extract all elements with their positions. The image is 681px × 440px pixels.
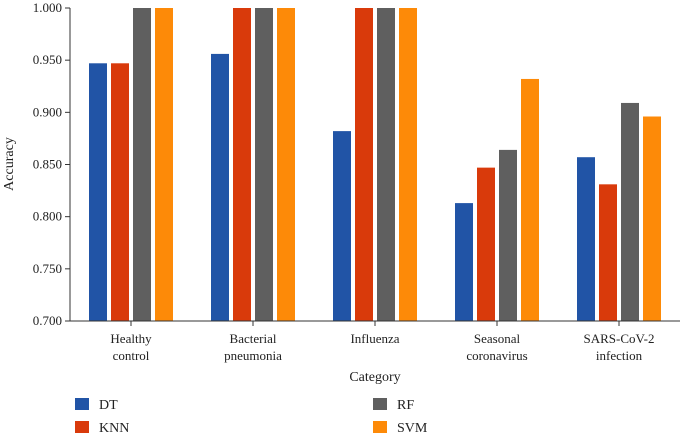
bar-knn [355, 8, 373, 321]
bar-svm [521, 78, 539, 322]
legend-label-knn: KNN [99, 421, 129, 436]
y-tick-label: 0.750 [33, 261, 62, 276]
legend: DT KNN RF SVM [75, 398, 428, 436]
x-tick-label-line: pneumonia [224, 348, 282, 363]
x-tick-label: Seasonal coronavirus [466, 331, 527, 363]
y-ticks: 0.700 0.750 0.800 0.850 0.900 0.950 1.000 [33, 0, 70, 328]
bar-knn [477, 167, 495, 321]
x-tick-label-line: Seasonal [474, 331, 521, 346]
y-tick-label: 0.850 [33, 157, 62, 172]
y-tick-label: 0.950 [33, 52, 62, 67]
bars [89, 8, 661, 322]
y-tick-label: 1.000 [33, 0, 62, 15]
bar-rf [499, 149, 517, 321]
bar-rf [133, 8, 151, 321]
bar-svm [643, 116, 661, 321]
x-tick-label: Bacterial pneumonia [224, 331, 282, 363]
bar-dt [89, 63, 107, 322]
y-axis-title: Accuracy [2, 137, 17, 191]
x-tick-label-line: SARS-CoV-2 [583, 331, 654, 346]
bar-svm [155, 8, 173, 321]
x-tick-label: Healthy control [110, 331, 152, 363]
x-ticks: Healthy control Bacterial pneumonia Influenz… [110, 321, 655, 363]
bar-svm [277, 8, 295, 321]
bar-knn [111, 63, 129, 322]
y-tick-label: 0.700 [33, 313, 62, 328]
legend-swatch-dt [75, 398, 89, 410]
x-tick-label-line: control [113, 348, 150, 363]
legend-label-svm: SVM [397, 421, 428, 436]
x-tick-label-line: Influenza [350, 331, 399, 346]
legend-label-rf: RF [397, 398, 414, 413]
bar-rf [377, 8, 395, 321]
y-tick-label: 0.800 [33, 209, 62, 224]
x-tick-label-line: coronavirus [466, 348, 527, 363]
legend-swatch-rf [373, 398, 387, 410]
x-tick-label-line: Healthy [110, 331, 152, 346]
bar-dt [211, 53, 229, 321]
x-tick-label: SARS-CoV-2 infection [583, 331, 654, 363]
y-tick-label: 0.900 [33, 104, 62, 119]
bar-svm [399, 8, 417, 321]
bar-rf [255, 8, 273, 321]
bar-dt [577, 157, 595, 321]
legend-swatch-svm [373, 421, 387, 433]
bar-dt [455, 203, 473, 321]
legend-swatch-knn [75, 421, 89, 433]
bar-knn [599, 184, 617, 321]
x-axis-title: Category [349, 370, 400, 385]
x-tick-label-line: infection [596, 348, 643, 363]
bar-rf [621, 102, 639, 322]
legend-label-dt: DT [99, 398, 118, 413]
bar-dt [333, 131, 351, 321]
x-tick-label-line: Bacterial [230, 331, 277, 346]
bar-knn [233, 8, 251, 321]
x-tick-label: Influenza [350, 331, 399, 346]
